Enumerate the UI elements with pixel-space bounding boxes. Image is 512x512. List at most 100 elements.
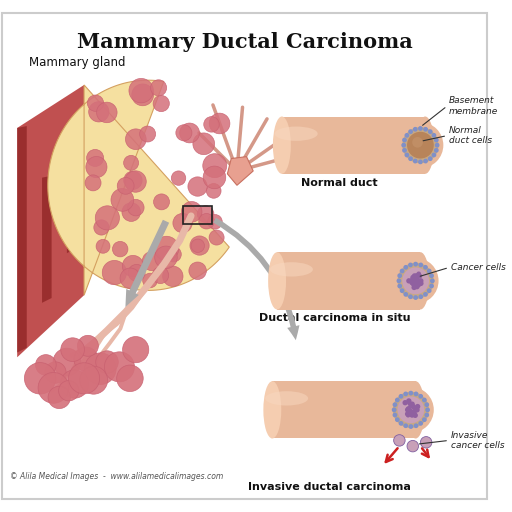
Circle shape: [411, 281, 416, 286]
Circle shape: [414, 407, 419, 411]
Circle shape: [189, 262, 206, 280]
Circle shape: [53, 348, 81, 376]
Circle shape: [412, 279, 416, 283]
Circle shape: [96, 239, 110, 253]
Circle shape: [203, 154, 227, 178]
Polygon shape: [54, 201, 64, 278]
Ellipse shape: [407, 381, 424, 438]
Circle shape: [412, 278, 416, 282]
Circle shape: [96, 351, 118, 373]
Ellipse shape: [263, 381, 281, 438]
Circle shape: [399, 421, 403, 426]
Circle shape: [410, 275, 416, 280]
Text: Ductal carcinoma in situ: Ductal carcinoma in situ: [259, 313, 410, 324]
Circle shape: [122, 255, 143, 276]
Circle shape: [111, 188, 134, 211]
Circle shape: [408, 156, 413, 161]
Circle shape: [409, 424, 413, 429]
Circle shape: [434, 138, 439, 142]
Circle shape: [413, 295, 418, 300]
FancyArrowPatch shape: [213, 218, 300, 340]
Polygon shape: [227, 157, 253, 185]
Circle shape: [395, 398, 400, 402]
Circle shape: [120, 268, 140, 288]
Polygon shape: [17, 126, 27, 352]
Circle shape: [125, 129, 146, 150]
Circle shape: [123, 155, 139, 170]
Circle shape: [418, 278, 423, 284]
Ellipse shape: [402, 267, 429, 294]
Circle shape: [122, 203, 141, 221]
Circle shape: [408, 403, 413, 408]
Circle shape: [209, 230, 224, 245]
Circle shape: [45, 362, 66, 383]
Circle shape: [413, 413, 418, 418]
Bar: [272, 381, 416, 438]
Circle shape: [415, 280, 420, 286]
Ellipse shape: [270, 262, 313, 276]
Circle shape: [414, 423, 418, 428]
Bar: [183, 206, 212, 224]
Circle shape: [402, 148, 407, 153]
Circle shape: [404, 153, 409, 157]
Circle shape: [154, 194, 169, 210]
Circle shape: [427, 288, 432, 293]
Ellipse shape: [393, 258, 439, 304]
Circle shape: [413, 159, 418, 163]
Ellipse shape: [407, 132, 434, 159]
Circle shape: [124, 171, 142, 189]
Circle shape: [85, 175, 101, 191]
Circle shape: [410, 412, 415, 418]
Circle shape: [94, 220, 109, 235]
Circle shape: [397, 284, 402, 288]
Circle shape: [155, 246, 177, 269]
Circle shape: [403, 392, 408, 396]
Circle shape: [418, 421, 423, 426]
Circle shape: [69, 362, 100, 394]
Circle shape: [406, 278, 412, 284]
Circle shape: [414, 280, 419, 285]
Ellipse shape: [388, 387, 434, 433]
Circle shape: [410, 277, 415, 282]
Circle shape: [173, 214, 192, 233]
Circle shape: [420, 437, 432, 448]
Circle shape: [87, 150, 103, 166]
Ellipse shape: [268, 252, 286, 310]
Circle shape: [393, 402, 397, 407]
Circle shape: [402, 138, 407, 142]
Circle shape: [423, 159, 428, 163]
Circle shape: [416, 283, 421, 287]
Circle shape: [428, 156, 433, 161]
Circle shape: [122, 336, 149, 362]
Text: Cancer cells: Cancer cells: [451, 263, 506, 272]
Circle shape: [197, 206, 214, 222]
Circle shape: [102, 261, 126, 285]
Circle shape: [435, 143, 439, 147]
Circle shape: [418, 394, 423, 399]
Circle shape: [408, 409, 413, 414]
Circle shape: [407, 408, 412, 413]
Ellipse shape: [397, 122, 443, 168]
Circle shape: [125, 171, 146, 192]
Circle shape: [417, 273, 422, 279]
Circle shape: [412, 409, 417, 414]
Circle shape: [407, 407, 411, 411]
Circle shape: [414, 284, 420, 289]
Ellipse shape: [273, 117, 291, 174]
Circle shape: [414, 392, 418, 396]
Circle shape: [80, 366, 108, 394]
Circle shape: [410, 280, 415, 285]
Circle shape: [429, 284, 434, 288]
Circle shape: [48, 386, 71, 409]
Circle shape: [427, 269, 432, 273]
Circle shape: [406, 398, 412, 403]
Circle shape: [418, 294, 423, 299]
Ellipse shape: [265, 391, 308, 406]
Bar: [277, 252, 420, 310]
Ellipse shape: [393, 392, 429, 428]
Circle shape: [113, 241, 128, 257]
Circle shape: [399, 394, 403, 399]
Text: Basement
membrane: Basement membrane: [449, 96, 498, 116]
Circle shape: [25, 362, 56, 394]
Circle shape: [408, 129, 413, 134]
